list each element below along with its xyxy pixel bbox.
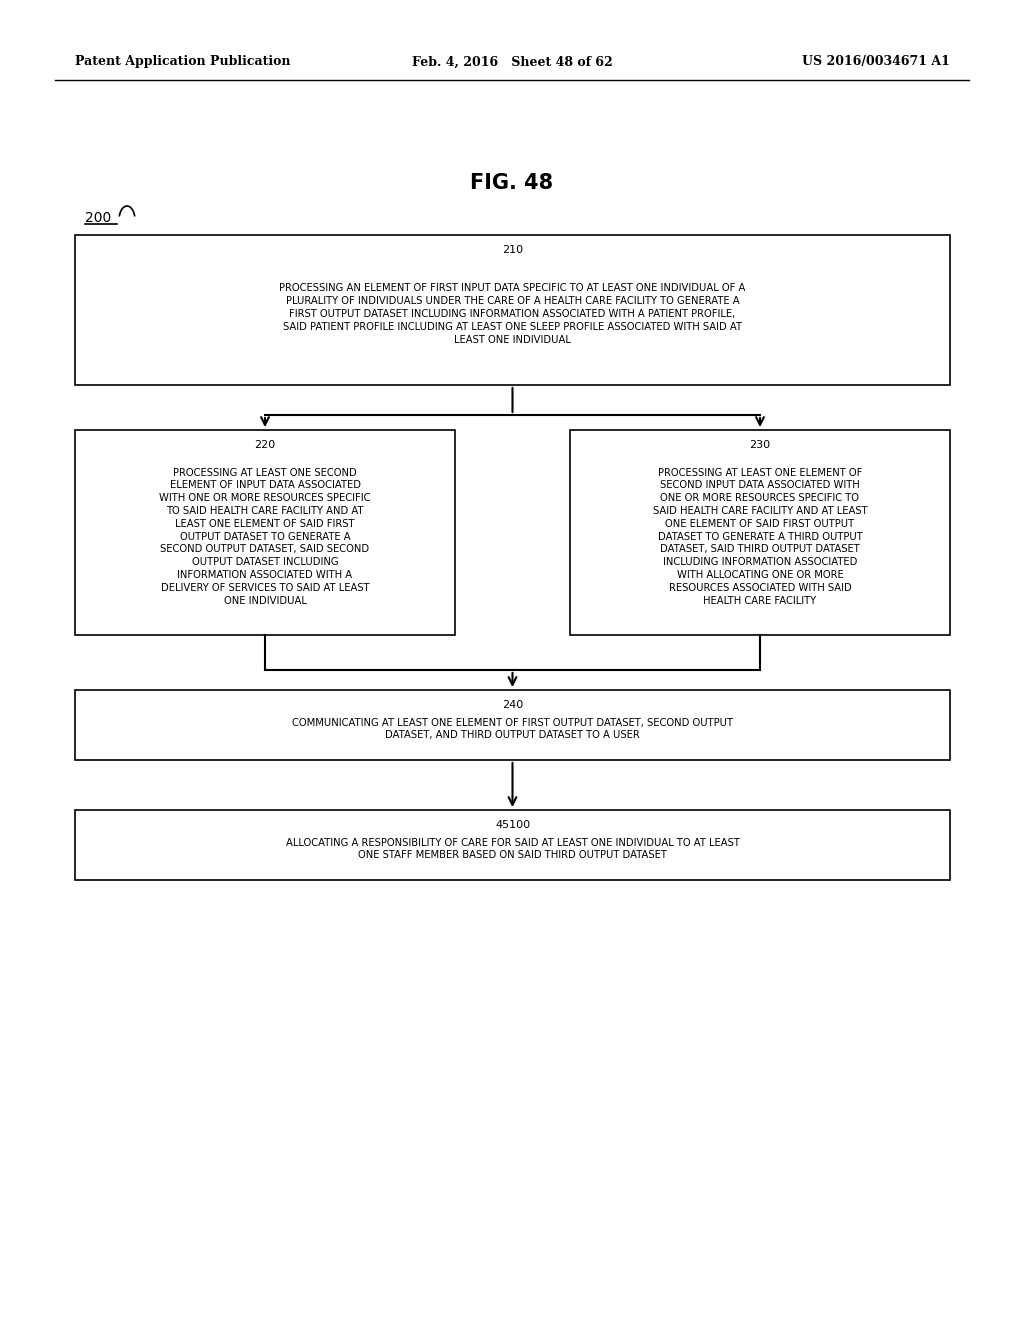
Text: 210: 210 [502, 246, 523, 255]
Text: 220: 220 [254, 440, 275, 450]
Bar [75, 690, 950, 760]
Text: 200: 200 [85, 211, 112, 224]
Bar [570, 430, 950, 635]
Text: PROCESSING AT LEAST ONE SECOND
ELEMENT OF INPUT DATA ASSOCIATED
WITH ONE OR MORE: PROCESSING AT LEAST ONE SECOND ELEMENT O… [160, 467, 371, 606]
Bar [75, 235, 950, 385]
Text: ALLOCATING A RESPONSIBILITY OF CARE FOR SAID AT LEAST ONE INDIVIDUAL TO AT LEAST: ALLOCATING A RESPONSIBILITY OF CARE FOR … [286, 838, 739, 861]
Text: PROCESSING AT LEAST ONE ELEMENT OF
SECOND INPUT DATA ASSOCIATED WITH
ONE OR MORE: PROCESSING AT LEAST ONE ELEMENT OF SECON… [652, 467, 867, 606]
Text: Feb. 4, 2016   Sheet 48 of 62: Feb. 4, 2016 Sheet 48 of 62 [412, 55, 612, 69]
Text: PROCESSING AN ELEMENT OF FIRST INPUT DATA SPECIFIC TO AT LEAST ONE INDIVIDUAL OF: PROCESSING AN ELEMENT OF FIRST INPUT DAT… [280, 284, 745, 345]
Text: 230: 230 [750, 440, 771, 450]
Bar [75, 810, 950, 880]
Text: FIG. 48: FIG. 48 [470, 173, 554, 193]
Text: COMMUNICATING AT LEAST ONE ELEMENT OF FIRST OUTPUT DATASET, SECOND OUTPUT
DATASE: COMMUNICATING AT LEAST ONE ELEMENT OF FI… [292, 718, 733, 741]
Text: Patent Application Publication: Patent Application Publication [75, 55, 291, 69]
Text: 45100: 45100 [495, 820, 530, 830]
Text: US 2016/0034671 A1: US 2016/0034671 A1 [802, 55, 950, 69]
Text: 240: 240 [502, 700, 523, 710]
Bar [75, 430, 455, 635]
